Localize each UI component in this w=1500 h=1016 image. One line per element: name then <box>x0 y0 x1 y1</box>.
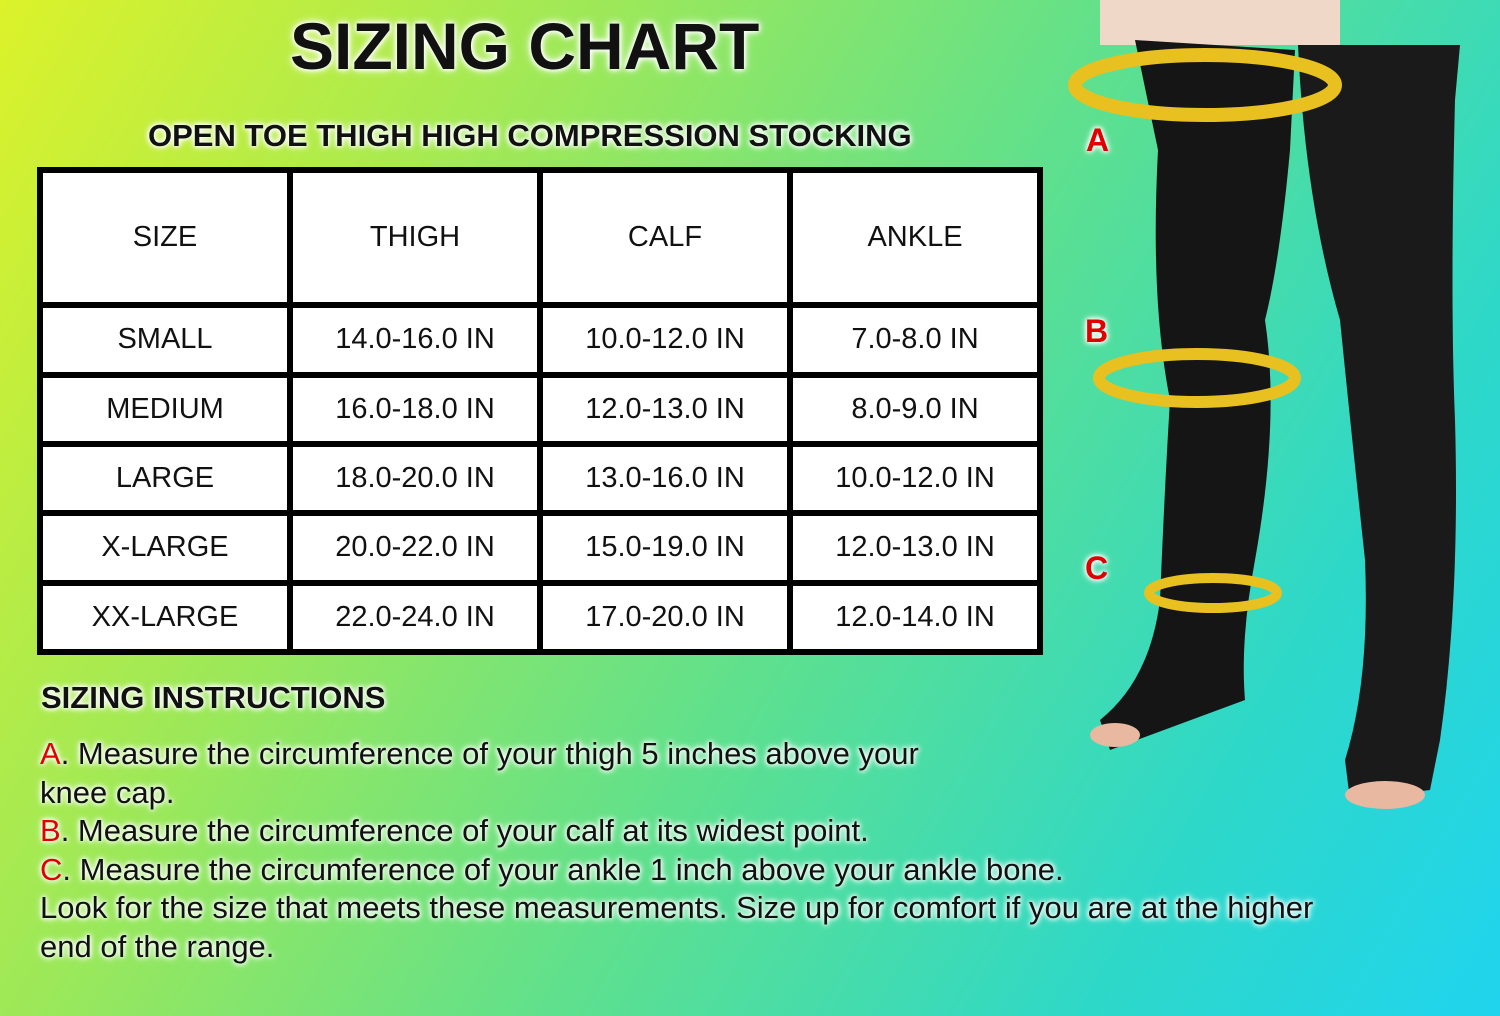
size-cell: XX-LARGE <box>37 579 293 656</box>
instructions-heading: SIZING INSTRUCTIONS <box>41 680 386 715</box>
measurement-cell: 18.0-20.0 IN <box>287 440 543 517</box>
header-cell: CALF <box>537 166 793 309</box>
header-cell: ANKLE <box>787 166 1043 309</box>
product-subtitle: OPEN TOE THIGH HIGH COMPRESSION STOCKING <box>148 118 912 153</box>
measurement-cell: 12.0-14.0 IN <box>787 579 1043 656</box>
marker-a: A <box>1086 122 1110 158</box>
instruction-letter: B <box>40 813 61 848</box>
size-cell: SMALL <box>37 302 293 378</box>
measurement-cell: 8.0-9.0 IN <box>787 371 1043 447</box>
header-cell: THIGH <box>287 166 543 309</box>
table-row: LARGE 18.0-20.0 IN 13.0-16.0 IN 10.0-12.0 I… <box>37 440 1043 517</box>
size-cell: MEDIUM <box>37 371 293 447</box>
measurement-cell: 12.0-13.0 IN <box>537 371 793 447</box>
measurement-cell: 12.0-13.0 IN <box>787 510 1043 586</box>
instruction-letter: C <box>40 851 63 887</box>
tape-measure-calf <box>1093 348 1301 408</box>
measurement-cell: 17.0-20.0 IN <box>537 579 793 656</box>
measurement-cell: 13.0-16.0 IN <box>537 440 793 517</box>
sizing-table: SIZE THIGH CALF ANKLE SMALL 14.0-16.0 IN 1… <box>37 166 1043 656</box>
tape-measure-thigh <box>1068 48 1342 122</box>
measurement-cell: 22.0-24.0 IN <box>287 579 543 656</box>
instruction-c: . Measure the circumference of your ankl… <box>62 851 1064 887</box>
marker-c: C <box>1085 550 1109 586</box>
instruction-b: . Measure the circumference of your calf… <box>60 813 869 848</box>
marker-b: B <box>1085 313 1109 349</box>
measurement-cell: 10.0-12.0 IN <box>537 302 793 378</box>
instruction-letter: A <box>40 736 61 771</box>
header-cell: SIZE <box>37 166 293 309</box>
instruction-a: . Measure the circumference of your thig… <box>40 736 919 810</box>
left-stocking <box>1100 40 1295 750</box>
instructions-text: A. Measure the circumference of your thi… <box>40 735 1370 966</box>
size-cell: X-LARGE <box>37 510 293 586</box>
measurement-cell: 20.0-22.0 IN <box>287 510 543 586</box>
measurement-cell: 7.0-8.0 IN <box>787 302 1043 378</box>
table-row: MEDIUM 16.0-18.0 IN 12.0-13.0 IN 8.0-9.0 IN <box>37 371 1043 447</box>
skin <box>1100 0 1190 45</box>
measurement-cell: 14.0-16.0 IN <box>287 302 543 378</box>
instruction-note: Look for the size that meets these measu… <box>40 890 1314 964</box>
size-cell: LARGE <box>37 440 293 517</box>
tape-measure-ankle <box>1144 573 1282 613</box>
skin <box>1190 0 1340 45</box>
page-title: SIZING CHART <box>290 9 760 83</box>
toes <box>1090 723 1140 747</box>
table-row: X-LARGE 20.0-22.0 IN 15.0-19.0 IN 12.0-13.0… <box>37 510 1043 586</box>
measurement-cell: 16.0-18.0 IN <box>287 371 543 447</box>
table-row: XX-LARGE 22.0-24.0 IN 17.0-20.0 IN 12.0-14.… <box>37 579 1043 656</box>
stocking-illustration <box>1068 0 1460 809</box>
measurement-cell: 15.0-19.0 IN <box>537 510 793 586</box>
right-stocking <box>1298 45 1460 800</box>
table-row: SMALL 14.0-16.0 IN 10.0-12.0 IN 7.0-8.0 IN <box>37 302 1043 378</box>
table-header-row: SIZE THIGH CALF ANKLE <box>37 166 1043 309</box>
toes <box>1345 781 1425 809</box>
measurement-cell: 10.0-12.0 IN <box>787 440 1043 517</box>
